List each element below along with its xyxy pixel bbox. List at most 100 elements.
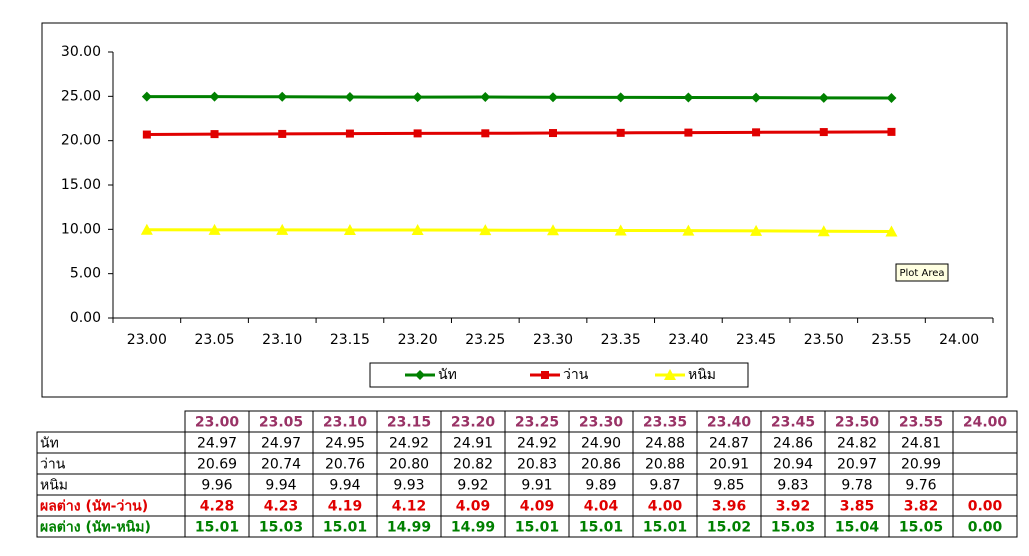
table-value: 24.87 — [709, 436, 749, 452]
point — [345, 129, 354, 138]
table-value: 24.90 — [581, 436, 621, 452]
table-header: 23.50 — [835, 415, 880, 431]
table-cell — [952, 473, 1018, 496]
y-tick-label: 30.00 — [61, 44, 101, 60]
point — [549, 129, 557, 138]
table-value: 15.05 — [899, 520, 943, 536]
x-tick-label: 23.30 — [533, 332, 573, 348]
table-value: 14.99 — [451, 520, 495, 536]
table-value: 24.88 — [645, 436, 685, 452]
table-value: 0.00 — [968, 499, 1003, 515]
point — [886, 93, 897, 104]
table-value: 20.88 — [645, 457, 685, 473]
row-label: ผลต่าง (นัท-ว่าน) — [40, 499, 148, 515]
table-value: 9.76 — [905, 478, 936, 494]
table-value: 0.00 — [968, 520, 1003, 536]
legend-label: นัท — [438, 367, 457, 383]
table-value: 24.97 — [197, 436, 237, 452]
point — [413, 129, 422, 138]
point — [208, 223, 221, 235]
x-tick-label: 23.00 — [127, 332, 167, 348]
row-label: ว่าน — [40, 457, 66, 473]
table-value: 4.09 — [520, 499, 555, 515]
point — [343, 223, 356, 235]
point — [682, 224, 695, 236]
legend-label: ว่าน — [563, 367, 589, 383]
point — [751, 92, 762, 103]
table-value: 24.91 — [453, 436, 493, 452]
y-tick-label: 25.00 — [61, 88, 101, 104]
table-value: 4.00 — [648, 499, 683, 515]
legend-marker — [541, 371, 549, 379]
table-value: 20.99 — [901, 457, 941, 473]
x-tick-label: 23.40 — [668, 332, 708, 348]
point — [818, 92, 829, 103]
x-tick-label: 23.55 — [871, 332, 911, 348]
table-value: 20.97 — [837, 457, 877, 473]
y-tick-label: 20.00 — [61, 133, 101, 149]
point — [277, 91, 288, 102]
point — [276, 223, 289, 235]
point — [548, 92, 558, 103]
table-header: 23.25 — [515, 415, 559, 431]
y-tick-label: 0.00 — [70, 310, 101, 326]
table-value: 9.94 — [265, 478, 296, 494]
y-tick-label: 10.00 — [61, 221, 101, 237]
table-value: 4.19 — [328, 499, 363, 515]
table-value: 9.78 — [841, 478, 872, 494]
table-cell — [952, 515, 1018, 538]
table-value: 9.87 — [649, 478, 680, 494]
x-tick-label: 23.05 — [194, 332, 234, 348]
point — [819, 128, 828, 137]
table-value: 24.81 — [901, 436, 941, 452]
legend-marker — [415, 370, 425, 380]
table-header: 24.00 — [963, 415, 1008, 431]
legend-label: หนิม — [688, 367, 716, 383]
table-header: 23.35 — [643, 415, 687, 431]
point — [615, 92, 626, 103]
table-cell — [952, 452, 1018, 475]
x-tick-label: 23.45 — [736, 332, 776, 348]
table-value: 20.94 — [773, 457, 813, 473]
point — [140, 223, 153, 235]
chart-frame — [41, 22, 1008, 398]
point — [684, 128, 693, 137]
table-value: 9.92 — [457, 478, 488, 494]
table-value: 15.03 — [259, 520, 303, 536]
x-tick-label: 23.10 — [262, 332, 302, 348]
table-value: 15.01 — [643, 520, 687, 536]
table-value: 4.12 — [392, 499, 427, 515]
table-header: 23.30 — [579, 415, 624, 431]
table-value: 24.92 — [517, 436, 557, 452]
x-tick-label: 23.35 — [601, 332, 641, 348]
table-value: 20.91 — [709, 457, 749, 473]
y-tick-label: 15.00 — [61, 177, 101, 193]
point — [547, 224, 559, 236]
table-header: 23.00 — [195, 415, 240, 431]
point — [209, 91, 220, 102]
table-value: 4.04 — [584, 499, 619, 515]
point — [616, 128, 625, 137]
point — [141, 91, 152, 102]
table-value: 9.89 — [585, 478, 616, 494]
point — [142, 130, 151, 139]
table-value: 20.82 — [453, 457, 493, 473]
tooltip-box — [895, 263, 949, 282]
tooltip: Plot Area — [899, 268, 944, 279]
point — [412, 92, 423, 103]
table-value: 20.80 — [389, 457, 429, 473]
table-value: 3.92 — [776, 499, 811, 515]
point — [480, 92, 491, 103]
table-value: 3.85 — [840, 499, 875, 515]
table-value: 24.82 — [837, 436, 877, 452]
table-value: 24.92 — [389, 436, 429, 452]
table-value: 15.04 — [835, 520, 880, 536]
table-cell — [952, 431, 1018, 454]
table-value: 24.86 — [773, 436, 813, 452]
table-value: 4.23 — [264, 499, 299, 515]
table-value: 3.96 — [712, 499, 747, 515]
table-value: 15.01 — [515, 520, 559, 536]
table-value: 9.91 — [521, 478, 552, 494]
table-header: 23.15 — [387, 415, 431, 431]
